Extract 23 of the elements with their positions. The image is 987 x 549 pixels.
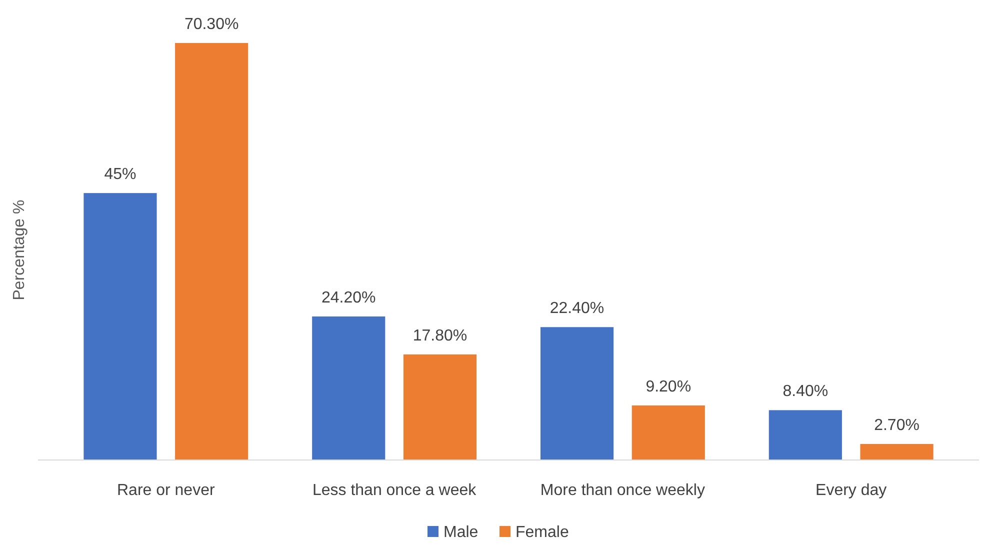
bar: [84, 193, 157, 460]
bar: [540, 327, 614, 460]
bar: [312, 316, 386, 460]
bar: [860, 444, 934, 460]
x-tick-label: Less than once a week: [312, 482, 478, 499]
legend-label: Male: [444, 524, 478, 541]
x-tick-label: Rare or never: [116, 482, 216, 499]
y-axis-title: Percentage %: [11, 200, 28, 300]
data-label: 45%: [104, 166, 136, 184]
data-label: 22.40%: [550, 300, 604, 318]
bar: [768, 410, 842, 460]
data-label: 17.80%: [412, 327, 468, 344]
data-label: 70.30%: [184, 16, 239, 33]
x-tick-label: More than once weekly: [540, 482, 705, 499]
data-label: 8.40%: [782, 383, 828, 400]
x-tick-label: Every day: [816, 482, 887, 499]
data-label: 9.20%: [646, 378, 692, 396]
data-label: 24.20%: [321, 289, 376, 306]
bar: [632, 405, 705, 460]
data-label: 2.70%: [874, 416, 920, 434]
bar: [403, 354, 477, 460]
bar: [175, 43, 248, 460]
legend-label: Female: [516, 524, 569, 541]
